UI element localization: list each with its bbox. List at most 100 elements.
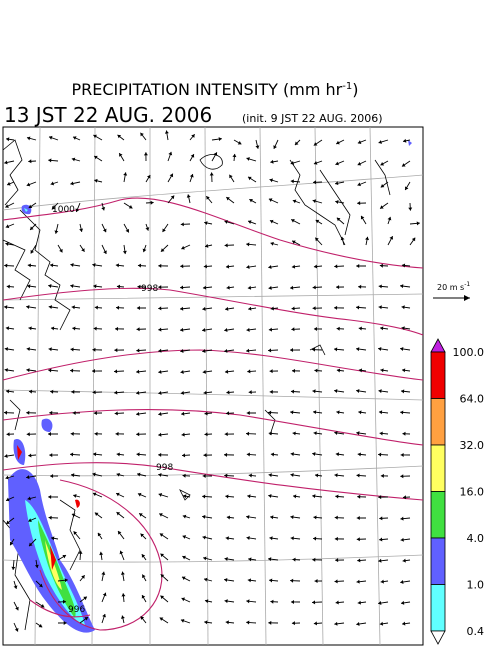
wind-arrow-head — [30, 226, 34, 230]
wind-arrow-head — [380, 205, 384, 209]
wind-arrow-head — [5, 242, 9, 247]
wind-arrow-head — [114, 411, 118, 416]
wind-arrow-head — [182, 514, 187, 519]
wind-arrow-head — [378, 284, 382, 289]
wind-arrow-head — [340, 236, 345, 241]
isobars — [2, 197, 424, 631]
wind-arrow-head — [180, 222, 184, 227]
wind-arrow-head — [292, 199, 297, 204]
wind-arrow-head — [158, 263, 162, 268]
wind-arrow-head — [357, 494, 361, 499]
wind-arrow-head — [232, 153, 237, 158]
wind-arrow-head — [48, 368, 52, 373]
wind-arrow-head — [291, 219, 295, 223]
wind-arrow-head — [291, 306, 295, 311]
wind-arrow-head — [335, 452, 340, 457]
wind-arrow-head — [224, 557, 228, 562]
wind-arrow-head — [118, 531, 122, 535]
wind-arrow-head — [378, 140, 382, 144]
wind-arrow-head — [164, 130, 169, 134]
wind-arrow-head — [334, 536, 338, 541]
wind-arrow-head — [4, 454, 8, 458]
wind-arrow-head — [64, 578, 68, 583]
wind-arrow-head — [158, 306, 162, 311]
wind-arrow-head — [400, 580, 404, 584]
wind-arrow-head — [180, 618, 185, 623]
wind-arrow-head — [190, 154, 195, 158]
wind-arrow-head — [146, 174, 151, 179]
wind-arrow-head — [202, 494, 206, 499]
wind-arrow-head — [335, 200, 339, 204]
wind-arrow-head — [268, 198, 273, 202]
wind-arrow-head — [181, 432, 185, 437]
wind-arrow-head — [158, 348, 162, 353]
wind-arrow-head — [269, 219, 274, 224]
wind-arrow-head — [30, 249, 35, 254]
wind-arrow-head — [63, 620, 67, 625]
wind-arrow-head — [336, 285, 340, 290]
wind-arrow-head — [312, 494, 316, 499]
wind-arrow-head — [136, 327, 140, 332]
wind-arrow-head — [71, 389, 75, 394]
wind-arrow-head — [401, 368, 406, 373]
wind-arrow-head — [336, 140, 340, 145]
wind-arrow-head — [268, 557, 272, 562]
wind-arrow-head — [356, 347, 360, 352]
wind-arrow-head — [402, 621, 406, 626]
wind-arrow-head — [268, 494, 272, 498]
wind-arrow-head — [225, 494, 229, 499]
wind-arrow-head — [247, 494, 251, 499]
wind-arrow-head — [94, 155, 98, 160]
wind-arrow-head — [416, 221, 420, 226]
wind-arrow-head — [249, 198, 253, 203]
wind-arrow-head — [160, 248, 165, 252]
wind-arrow-head — [335, 558, 339, 563]
wind-arrow-head — [125, 228, 130, 233]
wind-arrow-head — [27, 263, 32, 268]
wind-arrow-head — [50, 389, 54, 394]
wind-arrow-head — [170, 195, 175, 200]
wind-arrow-head — [358, 368, 363, 373]
colorbar-cell — [430, 351, 446, 399]
wind-arrow-head — [269, 536, 273, 541]
wind-arrow-head — [73, 531, 78, 535]
wind-arrow-head — [248, 220, 252, 224]
wind-arrow-head — [229, 174, 233, 179]
wind-arrow-head — [357, 140, 362, 144]
wind-arrow-head — [26, 305, 30, 309]
wind-arrow-head — [401, 163, 406, 167]
wind-arrow-head — [270, 159, 274, 164]
wind-arrow-head — [204, 577, 208, 582]
wind-arrow-head — [246, 620, 250, 625]
wind-arrow-head — [405, 186, 409, 190]
isobar-label: 996 — [68, 605, 85, 615]
wind-arrow-head — [140, 132, 144, 137]
wind-arrow-head — [290, 599, 294, 604]
wind-arrow-head — [28, 389, 33, 394]
wind-arrow-head — [204, 620, 208, 625]
wind-arrow-head — [137, 492, 142, 497]
wind-arrow-head — [181, 597, 186, 602]
wind-arrow-head — [313, 326, 317, 331]
wind-arrow-head — [94, 178, 98, 183]
wind-arrow-head — [180, 306, 184, 311]
wind-arrow-head — [334, 515, 338, 520]
wind-arrow-head — [158, 285, 162, 290]
wind-arrow-head — [114, 348, 118, 353]
wind-arrow-head — [246, 348, 250, 353]
wind-arrow-head — [334, 431, 338, 435]
wind-arrow-head — [357, 201, 361, 206]
wind-arrow-head — [268, 285, 272, 290]
wind-arrow-head — [142, 248, 147, 253]
wind-arrow-head — [246, 264, 250, 269]
wind-arrow-head — [224, 599, 228, 604]
wind-arrow-head — [70, 452, 74, 457]
wind-arrow-head — [72, 326, 76, 331]
wind-arrow-head — [268, 265, 272, 269]
wind-arrow-head — [378, 495, 382, 500]
wind-arrow-head — [182, 576, 186, 581]
wind-arrow-head — [38, 583, 43, 588]
wind-arrow-head — [72, 410, 76, 415]
wind-arrow-head — [70, 181, 74, 186]
wind-arrow-head — [117, 134, 122, 139]
